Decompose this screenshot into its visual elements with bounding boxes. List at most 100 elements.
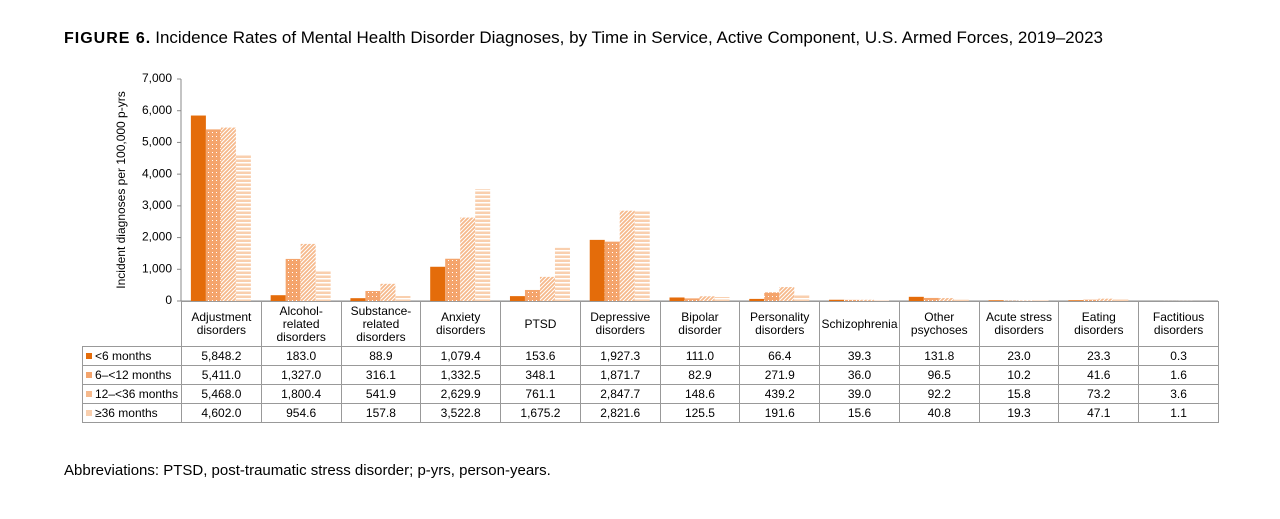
x-tick-label: Adjustment disorders [181,301,262,347]
legend-label: 6–<12 months [95,367,172,382]
legend-label: ≥36 months [95,405,158,420]
table-cell: 19.3 [978,403,1060,423]
bar [270,295,286,301]
bar [445,258,461,301]
bar [539,276,555,301]
bar [844,299,860,301]
bar [714,297,730,301]
y-tick-label: 2,000 [142,230,172,244]
x-tick-label: Anxiety disorders [420,301,502,347]
table-cell: 5,468.0 [181,384,262,404]
bar [634,211,650,301]
table-cell: 1.1 [1138,403,1219,423]
table-cell: 541.9 [340,384,422,404]
table-cell: 41.6 [1058,365,1140,385]
table-cell: 1,079.4 [420,346,502,366]
bar [699,296,715,301]
footnote: Abbreviations: PTSD, post-traumatic stre… [64,462,551,479]
bar [315,270,331,301]
x-tick-label: Bipolar disorder [659,301,741,347]
table-cell: 23.3 [1058,346,1140,366]
legend-swatch [86,371,92,378]
table-cell: 96.5 [898,365,980,385]
table-cell: 1,675.2 [500,403,581,423]
title-block: FIGURE 6. Incidence Rates of Mental Healt… [64,28,1103,48]
table-cell: 2,821.6 [579,403,661,423]
legend-entry: <6 months [82,346,182,366]
table-cell: 15.8 [978,384,1060,404]
legend-label: 12–<36 months [95,386,179,401]
table-cell: 316.1 [340,365,422,385]
bar [380,283,396,301]
table-row: 12–<36 months 5,468.0 1,800.4 541.9 2,629.9 7… [82,384,1219,404]
bar [524,289,540,301]
corner [82,301,182,347]
y-tick-label: 4,000 [142,166,172,180]
table-cell: 10.2 [978,365,1060,385]
table-cell: 39.0 [819,384,900,404]
table-cell: 1.6 [1138,365,1219,385]
bar [1033,300,1049,301]
legend-label: <6 months [95,348,152,363]
y-axis-label: Incident diagnoses per 100,000 p-yrs [114,91,128,288]
x-tick-label: Substance- related disorders [340,301,422,347]
bar [794,294,810,301]
bar [908,296,924,301]
table-row: <6 months 5,848.2 183.0 88.9 1,079.4 153.6 1,9… [82,346,1219,366]
x-tick-label: Factitious disorders [1138,301,1219,347]
table-cell: 1,327.0 [260,365,342,385]
legend-entry: ≥36 months [82,403,182,423]
table-cell: 88.9 [340,346,422,366]
x-tick-label: Schizophrenia [819,301,900,347]
bar [779,287,795,301]
y-tick-label: 5,000 [142,135,172,149]
bar [554,247,570,301]
table-cell: 73.2 [1058,384,1140,404]
table-cell: 40.8 [898,403,980,423]
bar [350,298,366,301]
bar [475,189,491,301]
table-cell: 39.3 [819,346,900,366]
table-cell: 761.1 [500,384,581,404]
table-cell: 157.8 [340,403,422,423]
table-cell: 23.0 [978,346,1060,366]
bar [509,296,525,301]
bar [1018,300,1034,301]
bar [460,217,476,301]
bar [604,241,620,301]
table-cell: 92.2 [898,384,980,404]
table-cell: 148.6 [659,384,741,404]
table-cell: 153.6 [500,346,581,366]
table-cell: 1,800.4 [260,384,342,404]
table-cell: 0.3 [1138,346,1219,366]
bar [859,299,875,301]
y-tick-label: 6,000 [142,103,172,117]
legend-entry: 12–<36 months [82,384,182,404]
x-tick-label: Eating disorders [1058,301,1140,347]
bar [1098,298,1114,301]
table-row: 6–<12 months 5,411.0 1,327.0 316.1 1,332.5 34… [82,365,1219,385]
table-cell: 1,332.5 [420,365,502,385]
table-cell: 131.8 [898,346,980,366]
bar [190,115,206,302]
table-cell: 1,927.3 [579,346,661,366]
table-cell: 191.6 [739,403,821,423]
legend-swatch [86,352,92,359]
legend-swatch [86,390,92,397]
table-cell: 954.6 [260,403,342,423]
bar [669,297,685,301]
x-tick-label: Depressive disorders [579,301,661,347]
x-tick-label: Acute stress disorders [978,301,1060,347]
table-cell: 66.4 [739,346,821,366]
figure-label: FIGURE 6. [64,30,152,47]
bar [285,258,301,301]
chart-title: Incidence Rates of Mental Health Disorde… [155,28,1103,47]
bar [430,266,446,301]
table-cell: 2,847.7 [579,384,661,404]
bar [1068,300,1084,301]
table-cell: 36.0 [819,365,900,385]
table-cell: 3.6 [1138,384,1219,404]
table-cell: 183.0 [260,346,342,366]
legend-entry: 6–<12 months [82,365,182,385]
